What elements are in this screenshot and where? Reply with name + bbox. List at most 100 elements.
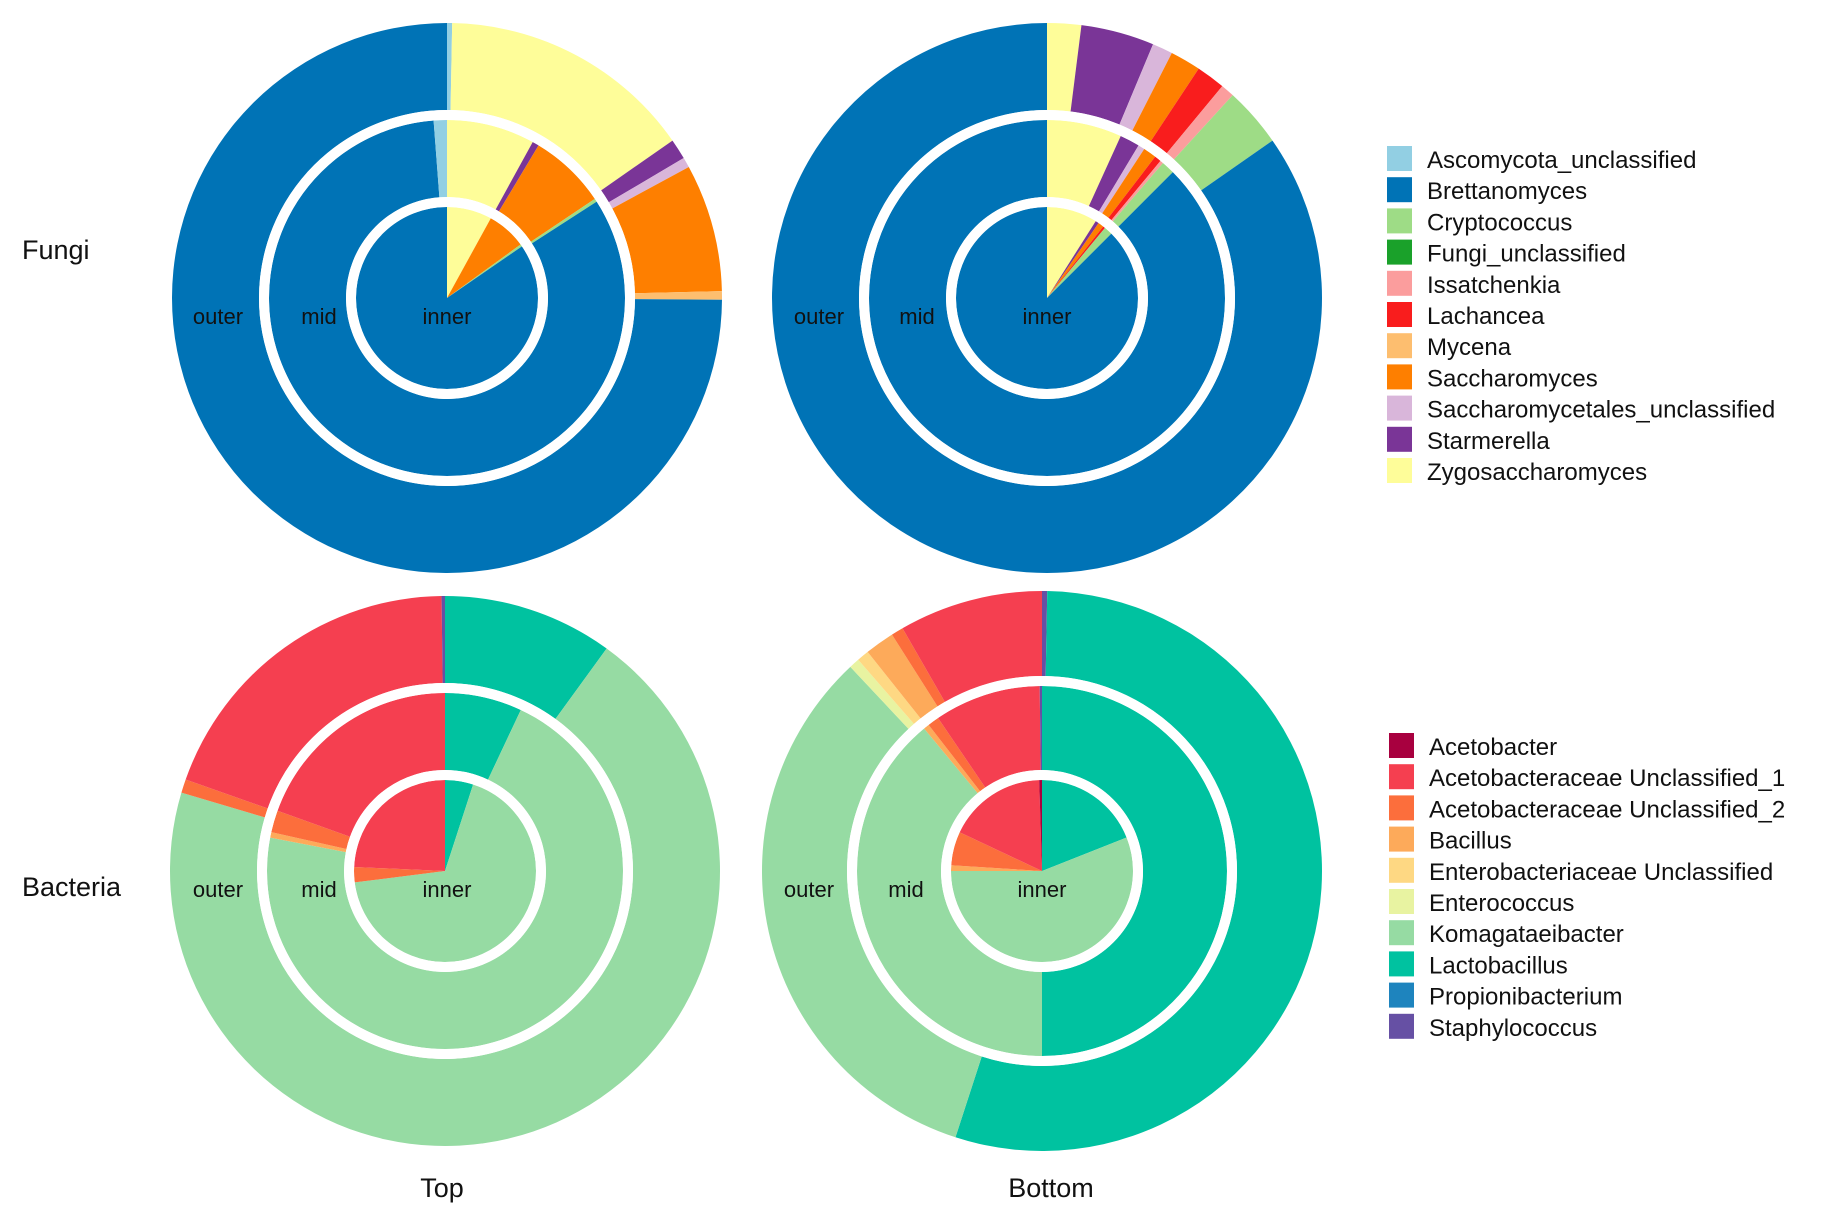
- slice-inner-acetobacteraceae-unclassified-1: [354, 780, 445, 871]
- legend-label-saccharomycetales-unclassified: Saccharomycetales_unclassified: [1427, 397, 1775, 424]
- slice-mid-issatchenkia: [1111, 160, 1164, 222]
- ring-label-inner: inner: [423, 877, 472, 902]
- column-label-top: Top: [420, 1173, 464, 1203]
- legend-swatch-lachancea: [1387, 302, 1412, 327]
- slice-inner-lachancea: [1047, 226, 1106, 298]
- legend-label-propionibacterium: Propionibacterium: [1429, 984, 1622, 1011]
- row-label-fungi: Fungi: [22, 235, 90, 265]
- slice-inner-acetobacteraceae-unclassified-1: [959, 780, 1042, 871]
- slice-mid-starmerella: [1088, 136, 1139, 212]
- slice-outer-acetobacteraceae-unclassified-1: [902, 591, 1042, 702]
- legend-swatch-saccharomycetales-unclassified: [1387, 395, 1412, 421]
- ring-gap-mid: [859, 110, 1235, 486]
- slice-mid-komagataeibacter: [856, 728, 1042, 1056]
- slice-inner-lactobacillus: [1042, 780, 1127, 871]
- legend-label-lactobacillus: Lactobacillus: [1429, 952, 1568, 979]
- legend-label-saccharomyces: Saccharomyces: [1427, 365, 1598, 392]
- slice-inner-bacillus: [951, 865, 1042, 871]
- legend-label-lachancea: Lachancea: [1427, 303, 1545, 330]
- slice-inner-zygosaccharomyces: [1047, 207, 1096, 298]
- slice-outer-saccharomyces: [1132, 52, 1199, 142]
- slice-mid-bacillus: [924, 724, 981, 794]
- slice-inner-brettanomyces: [356, 207, 538, 390]
- slice-inner-saccharomyces: [447, 218, 521, 298]
- ring-label-outer: outer: [193, 304, 243, 329]
- slice-mid-ascomycota-unclassified: [433, 120, 447, 198]
- slice-outer-staphylococcus: [1042, 591, 1048, 677]
- slice-mid-acetobacteraceae-unclassified-2: [271, 810, 350, 849]
- slice-mid-cryptococcus: [1112, 163, 1173, 227]
- legend-swatch-enterococcus: [1389, 889, 1414, 914]
- slice-outer-lactobacillus: [445, 596, 607, 719]
- slice-outer-komagataeibacter: [762, 666, 982, 1138]
- slice-outer-acetobacteraceae-unclassified-2: [891, 628, 945, 707]
- slice-outer-lachancea: [1150, 68, 1223, 154]
- slice-mid-lachancea: [1108, 156, 1161, 221]
- slice-outer-cryptococcus: [1173, 95, 1273, 191]
- slice-mid-bacillus: [270, 832, 347, 853]
- slice-mid-acetobacteraceae-unclassified-2: [928, 717, 986, 792]
- legend-swatch-fungi-unclassified: [1387, 239, 1412, 265]
- slice-inner-acetobacteraceae-unclassified-2: [951, 832, 1042, 871]
- legend-label-enterobacteriaceae-unclassified: Enterobacteriaceae Unclassified: [1429, 859, 1773, 886]
- ring-label-inner: inner: [423, 304, 472, 329]
- legend-label-ascomycota-unclassified: Ascomycota_unclassified: [1427, 147, 1696, 174]
- slice-inner-brettanomyces: [956, 207, 1138, 389]
- slice-outer-acetobacteraceae-unclassified-1: [185, 596, 443, 809]
- legend-swatch-bacillus: [1389, 826, 1414, 852]
- legend-swatch-zygosaccharomyces: [1387, 458, 1412, 483]
- legend-label-bacillus: Bacillus: [1429, 828, 1512, 855]
- ring-gap-inner: [346, 197, 548, 399]
- slice-inner-zygosaccharomyces: [447, 207, 491, 298]
- legend-swatch-acetobacteraceae-unclassified-1: [1389, 764, 1414, 790]
- legend-swatch-ascomycota-unclassified: [1387, 146, 1412, 171]
- slice-mid-acetobacteraceae-unclassified-1: [277, 693, 445, 837]
- legend-swatch-acetobacter: [1389, 733, 1414, 758]
- legend-label-starmerella: Starmerella: [1427, 428, 1550, 455]
- donut-bacteria-top: outer mid inner: [170, 596, 720, 1146]
- slice-mid-brettanomyces: [869, 120, 1225, 477]
- legend-swatch-staphylococcus: [1389, 1013, 1414, 1039]
- legend-swatch-starmerella: [1387, 426, 1412, 452]
- legend-swatch-enterobacteriaceae-unclassified: [1389, 857, 1414, 883]
- slice-outer-starmerella: [601, 140, 684, 203]
- legend-label-zygosaccharomyces: Zygosaccharomyces: [1427, 459, 1647, 486]
- slice-inner-acetobacteraceae-unclassified-2: [354, 866, 445, 883]
- slice-mid-lactobacillus: [1042, 686, 1227, 1056]
- donut-bacteria-bottom: outer mid inner: [762, 591, 1323, 1152]
- legend-label-acetobacter: Acetobacter: [1429, 734, 1557, 761]
- slice-inner-acetobacter: [1039, 780, 1042, 871]
- slice-inner-komagataeibacter: [354, 784, 536, 962]
- slice-outer-brettanomyces: [171, 23, 722, 574]
- slice-outer-brettanomyces: [772, 22, 1322, 573]
- ring-label-outer: outer: [784, 877, 834, 902]
- ring-label-outer: outer: [794, 304, 844, 329]
- slice-outer-mycena: [634, 291, 722, 300]
- ring-label-mid: mid: [301, 877, 336, 902]
- slice-outer-starmerella: [1070, 25, 1154, 125]
- slice-inner-komagataeibacter: [951, 837, 1134, 963]
- slice-mid-zygosaccharomyces: [1047, 120, 1121, 207]
- slice-mid-brettanomyces: [268, 120, 625, 477]
- slice-inner-starmerella: [1047, 221, 1099, 298]
- ring-label-mid: mid: [301, 304, 336, 329]
- donut-fungi-top: outer mid inner: [171, 23, 722, 574]
- ring-gap-mid: [257, 683, 633, 1059]
- legend-swatch-cryptococcus: [1387, 208, 1412, 234]
- ring-label-mid: mid: [888, 877, 923, 902]
- slice-outer-saccharomycetales-unclassified: [1119, 44, 1172, 131]
- legend-label-enterococcus: Enterococcus: [1429, 890, 1574, 917]
- legend-swatch-issatchenkia: [1387, 270, 1412, 296]
- ring-gap-inner: [344, 770, 546, 972]
- row-label-bacteria: Bacteria: [22, 872, 122, 902]
- legend-swatch-brettanomyces: [1387, 177, 1412, 203]
- legend-swatch-propionibacterium: [1389, 982, 1414, 1008]
- slice-outer-bacillus: [867, 634, 938, 719]
- slice-inner-lactobacillus: [445, 780, 474, 871]
- ring-gap-mid: [259, 110, 635, 486]
- legend-swatch-komagataeibacter: [1389, 920, 1414, 946]
- legend-swatch-mycena: [1387, 333, 1412, 359]
- legend-label-mycena: Mycena: [1427, 334, 1512, 361]
- slice-mid-saccharomyces: [1102, 148, 1156, 218]
- slice-outer-komagataeibacter: [170, 648, 720, 1146]
